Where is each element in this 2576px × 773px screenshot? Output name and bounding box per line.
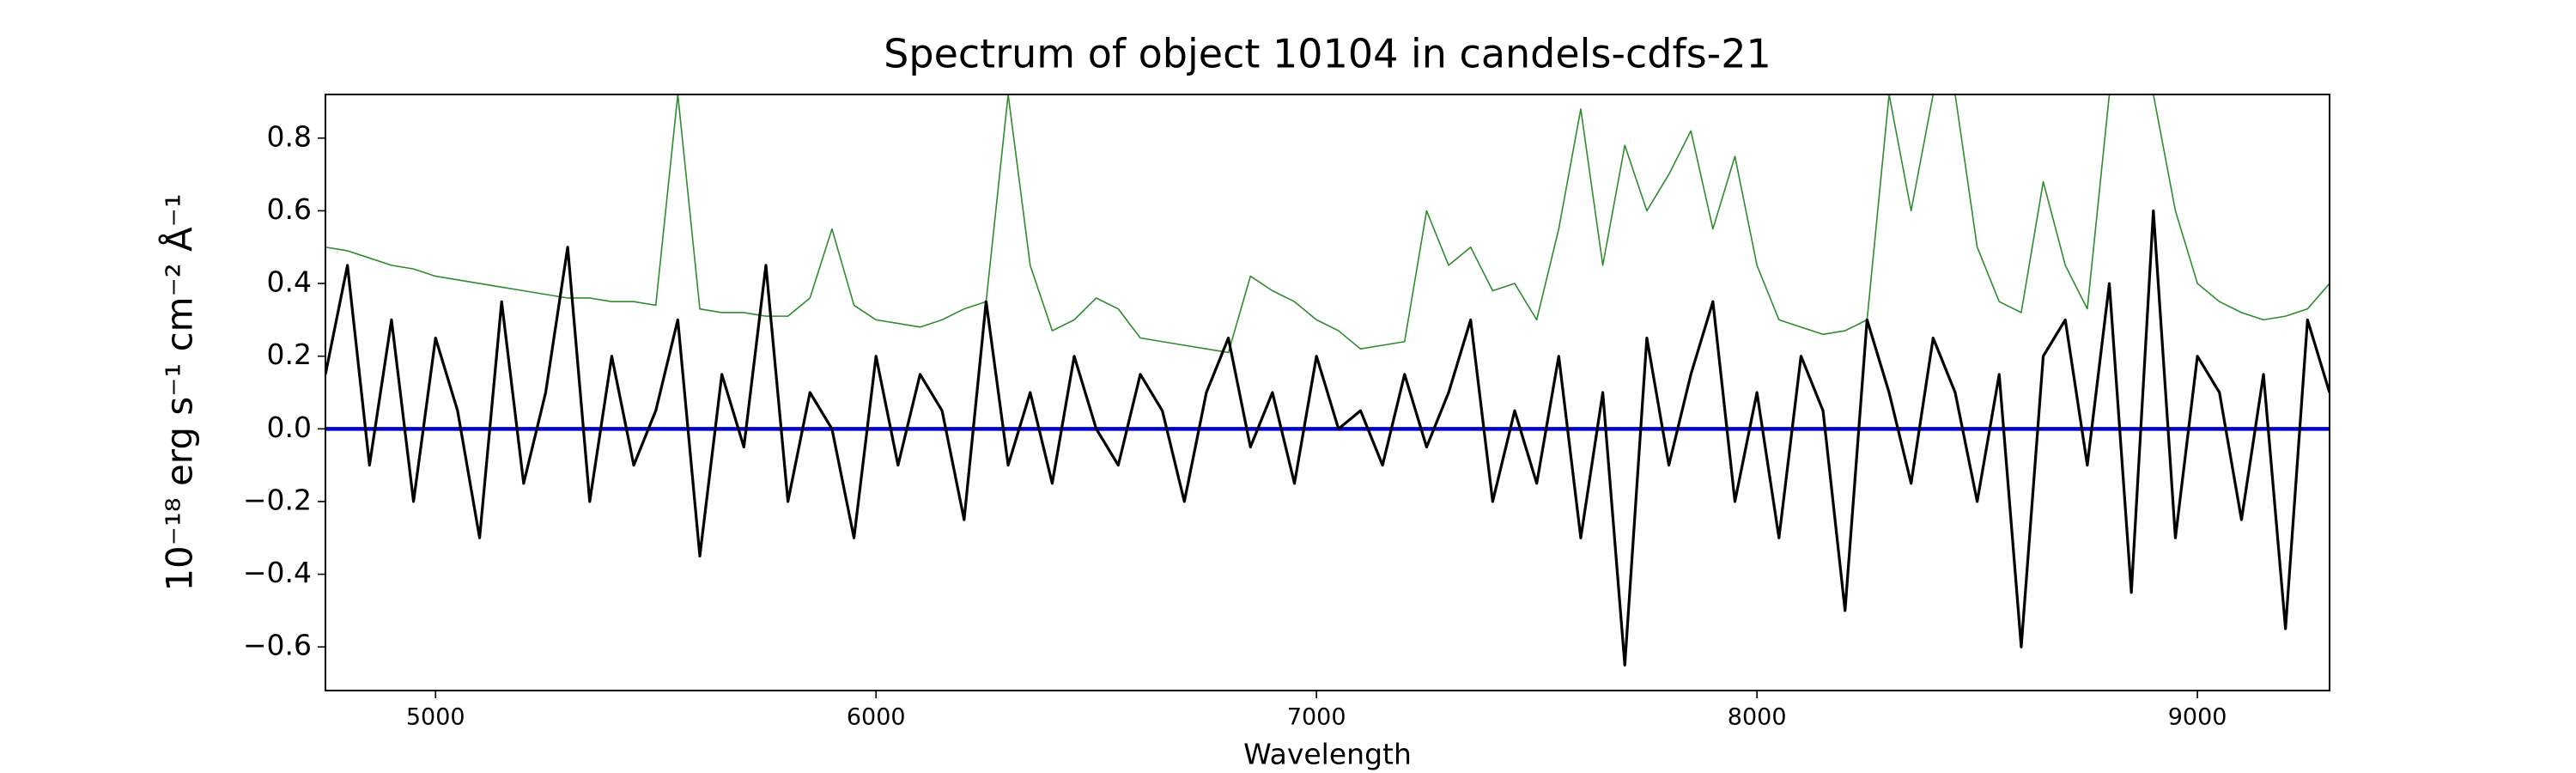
chart-title: Spectrum of object 10104 in candels-cdfs… [884, 31, 1771, 77]
y-tick-label: 0.6 [267, 192, 312, 226]
x-tick-label: 6000 [847, 704, 906, 731]
y-tick-label: 0.2 [267, 338, 312, 371]
y-tick-label: 0.4 [267, 265, 312, 299]
x-tick-label: 9000 [2168, 704, 2227, 731]
spectrum-line [325, 94, 2330, 354]
axes-frame [325, 94, 2330, 691]
y-tick-label: 0.8 [267, 119, 312, 153]
y-tick-label: 0.0 [267, 411, 312, 444]
plot-area [325, 94, 2330, 666]
y-tick-label: −0.6 [243, 629, 312, 662]
y-tick-label: −0.4 [243, 556, 312, 589]
x-tick-label: 7000 [1287, 704, 1346, 731]
y-tick-label: −0.2 [243, 483, 312, 516]
y-axis-label: 10⁻¹⁸ erg s⁻¹ cm⁻² Å⁻¹ [158, 193, 201, 591]
x-axis-label: Wavelength [1243, 738, 1412, 771]
x-tick-label: 8000 [1728, 704, 1787, 731]
spectrum-line [325, 209, 2330, 666]
x-tick-label: 5000 [406, 704, 465, 731]
